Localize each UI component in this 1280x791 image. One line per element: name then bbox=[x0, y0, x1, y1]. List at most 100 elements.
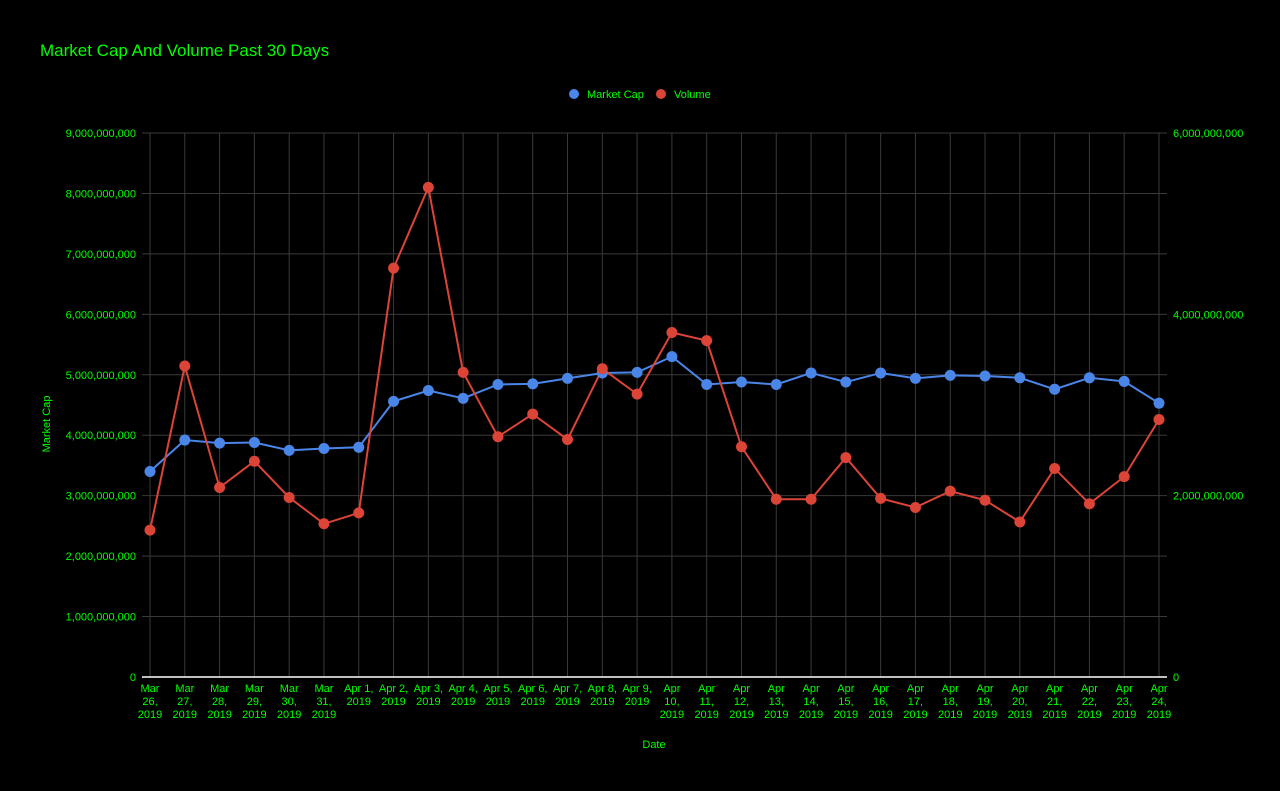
x-tick-label-line: 10, bbox=[664, 696, 679, 708]
x-tick-label: Apr 2, 2019 bbox=[379, 683, 408, 708]
x-tick-label: Apr 6, 2019 bbox=[518, 683, 547, 708]
data-point-volume bbox=[1049, 462, 1061, 474]
x-tick-label-line: Apr bbox=[803, 683, 820, 695]
data-point-volume bbox=[318, 518, 330, 530]
x-tick-label-line: 27, bbox=[177, 696, 192, 708]
data-point-volume bbox=[805, 493, 817, 505]
data-point-volume bbox=[422, 181, 434, 193]
gridlines bbox=[142, 132, 1167, 678]
data-point-market-cap bbox=[701, 378, 713, 390]
x-tick-label: Mar 26, 2019 bbox=[138, 683, 162, 721]
data-point-market-cap bbox=[388, 395, 400, 407]
data-point-volume bbox=[214, 482, 226, 494]
y-tick-label: 5,000,000,000 bbox=[66, 370, 136, 382]
x-tick-label-line: 2019 bbox=[173, 709, 197, 721]
x-tick-label: Apr 22, 2019 bbox=[1077, 683, 1101, 721]
data-point-market-cap bbox=[770, 378, 782, 390]
x-tick-label-line: 22, bbox=[1082, 696, 1097, 708]
data-point-volume bbox=[527, 408, 539, 420]
y-tick-label: 2,000,000,000 bbox=[66, 551, 136, 563]
x-tick-label-line: 29, bbox=[247, 696, 262, 708]
x-tick-label-line: Apr bbox=[907, 683, 924, 695]
x-tick-label-line: Apr 7, bbox=[553, 683, 582, 695]
data-point-volume bbox=[875, 492, 887, 504]
x-tick-label-line: 2019 bbox=[625, 696, 649, 708]
data-point-market-cap bbox=[909, 372, 921, 384]
x-tick-label-line: Apr bbox=[1150, 683, 1167, 695]
x-tick-label-line: 2019 bbox=[938, 709, 962, 721]
legend-marker bbox=[656, 89, 666, 99]
x-tick-label-line: 2019 bbox=[764, 709, 788, 721]
y-tick-label: 8,000,000,000 bbox=[66, 188, 136, 200]
x-tick-label-line: 23, bbox=[1117, 696, 1132, 708]
data-point-volume bbox=[631, 388, 643, 400]
x-tick-label: Mar 30, 2019 bbox=[277, 683, 301, 721]
x-tick-label: Apr 4, 2019 bbox=[448, 683, 477, 708]
x-tick-label: Apr 14, 2019 bbox=[799, 683, 823, 721]
x-tick-label-line: 26, bbox=[142, 696, 157, 708]
x-tick-label-line: 17, bbox=[908, 696, 923, 708]
data-point-volume bbox=[701, 335, 713, 347]
data-point-volume bbox=[596, 363, 608, 375]
x-tick-label-line: 28, bbox=[212, 696, 227, 708]
data-point-market-cap bbox=[179, 434, 191, 446]
x-tick-label-line: 2019 bbox=[242, 709, 266, 721]
data-point-volume bbox=[1153, 414, 1165, 426]
x-tick-label: Apr 15, 2019 bbox=[834, 683, 858, 721]
x-tick-label: Apr 12, 2019 bbox=[729, 683, 753, 721]
x-tick-label-line: 13, bbox=[769, 696, 784, 708]
x-tick-label: Mar 31, 2019 bbox=[312, 683, 336, 721]
x-tick-label-line: Apr bbox=[733, 683, 750, 695]
legend-label: Market Cap bbox=[587, 89, 644, 101]
x-tick-label-line: 15, bbox=[838, 696, 853, 708]
x-tick-label-line: Apr 9, bbox=[622, 683, 651, 695]
x-tick-label-line: 2019 bbox=[903, 709, 927, 721]
x-tick-label: Apr 10, 2019 bbox=[660, 683, 684, 721]
x-tick-label-line: 2019 bbox=[694, 709, 718, 721]
y-axis-left: 0 1,000,000,000 2,000,000,000 3,000,000,000… bbox=[66, 128, 136, 684]
x-tick-label-line: 19, bbox=[977, 696, 992, 708]
x-tick-label: Apr 3, 2019 bbox=[414, 683, 443, 708]
y-tick-label: 6,000,000,000 bbox=[66, 309, 136, 321]
data-point-market-cap bbox=[248, 436, 260, 448]
x-tick-label-line: 2019 bbox=[520, 696, 544, 708]
x-tick-label-line: 30, bbox=[282, 696, 297, 708]
x-tick-label-line: Apr 3, bbox=[414, 683, 443, 695]
x-tick-label-line: Apr bbox=[837, 683, 854, 695]
x-tick-label-line: 2019 bbox=[416, 696, 440, 708]
data-point-volume bbox=[666, 326, 678, 338]
x-tick-label-line: 2019 bbox=[1008, 709, 1032, 721]
x-tick-label-line: 12, bbox=[734, 696, 749, 708]
x-tick-label: Apr 13, 2019 bbox=[764, 683, 788, 721]
x-tick-label-line: Apr 5, bbox=[483, 683, 512, 695]
data-point-market-cap bbox=[422, 384, 434, 396]
data-point-market-cap bbox=[805, 367, 817, 379]
data-point-volume bbox=[388, 262, 400, 274]
x-tick-label-line: 2019 bbox=[660, 709, 684, 721]
series-line-volume bbox=[149, 183, 1160, 531]
data-point-market-cap bbox=[457, 392, 469, 404]
x-tick-label-line: Apr bbox=[1011, 683, 1028, 695]
y-tick-label: 7,000,000,000 bbox=[66, 249, 136, 261]
y-axis-label: Market Cap bbox=[41, 396, 53, 453]
data-point-market-cap bbox=[735, 376, 747, 388]
x-tick-label-line: 2019 bbox=[799, 709, 823, 721]
x-tick-label: Apr 11, 2019 bbox=[694, 683, 718, 721]
data-point-volume bbox=[353, 507, 365, 519]
x-tick-label-line: 20, bbox=[1012, 696, 1027, 708]
y2-tick-label: 4,000,000,000 bbox=[1173, 309, 1243, 321]
x-tick-label-line: Apr bbox=[1116, 683, 1133, 695]
data-point-volume bbox=[944, 485, 956, 497]
x-tick-label-line: Apr bbox=[663, 683, 680, 695]
x-tick-label: Apr 9, 2019 bbox=[622, 683, 651, 708]
x-tick-label-line: Mar bbox=[314, 683, 333, 695]
data-point-market-cap bbox=[214, 437, 226, 449]
legend-marker bbox=[569, 89, 579, 99]
x-tick-label-line: 2019 bbox=[138, 709, 162, 721]
data-point-volume bbox=[283, 491, 295, 503]
x-tick-label-line: 2019 bbox=[834, 709, 858, 721]
data-point-market-cap bbox=[1118, 375, 1130, 387]
data-point-market-cap bbox=[144, 465, 156, 477]
